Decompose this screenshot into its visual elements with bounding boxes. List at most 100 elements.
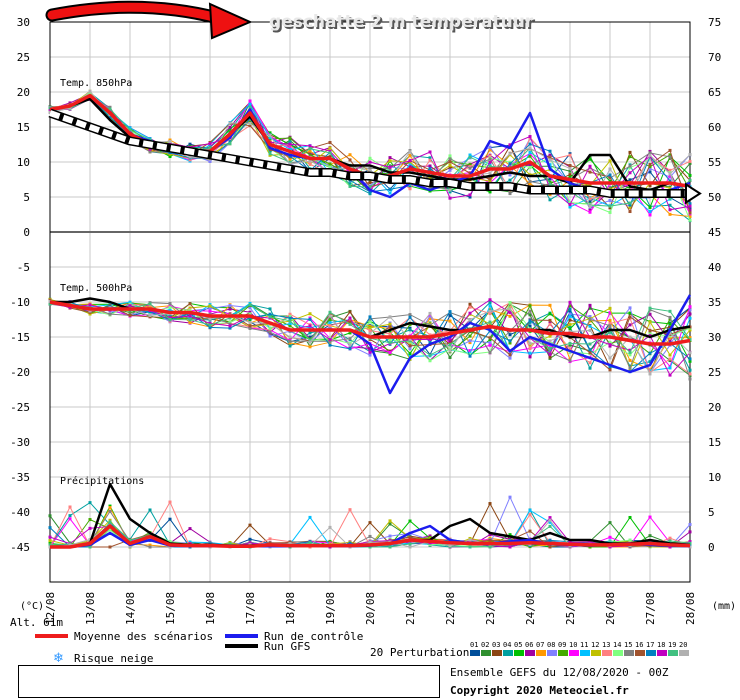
perturbation-point	[688, 522, 692, 526]
perturbation-point	[308, 345, 312, 349]
left-tick-label: 15	[17, 121, 30, 134]
perturbation-point	[68, 106, 72, 110]
perturbation-point	[448, 166, 452, 170]
perturbation-id-label: 04	[503, 641, 511, 649]
perturbation-point	[668, 179, 672, 183]
perturbation-id-label: 08	[547, 641, 555, 649]
perturbation-point	[608, 199, 612, 203]
perturbation-point	[488, 336, 492, 340]
perturbation-point	[528, 304, 532, 308]
perturbation-point	[648, 320, 652, 324]
perturbation-point	[568, 183, 572, 187]
legend-control-label: Run de contrôle	[264, 630, 363, 643]
date-tick-label: 12/08	[44, 592, 57, 625]
perturbation-point	[348, 316, 352, 320]
perturbation-point	[208, 309, 212, 313]
perturbation-point	[128, 304, 132, 308]
perturbation-point	[648, 162, 652, 166]
perturbation-swatch	[525, 650, 535, 656]
perturbation-point	[288, 312, 292, 316]
date-tick-label: 24/08	[524, 592, 537, 625]
perturbation-point	[168, 302, 172, 306]
perturbation-point	[568, 173, 572, 177]
perturbation-point	[608, 206, 612, 210]
left-unit-label: (°C)	[20, 601, 44, 612]
t500-panel-label: Temp. 500hPa	[60, 283, 132, 294]
perturbation-point	[568, 164, 572, 168]
perturbation-point	[168, 317, 172, 321]
perturbation-point	[488, 300, 492, 304]
perturbation-point	[328, 151, 332, 155]
perturbation-point	[388, 519, 392, 523]
perturbation-point	[148, 302, 152, 306]
perturbation-point	[488, 545, 492, 549]
perturbation-point	[568, 347, 572, 351]
perturbation-point	[588, 210, 592, 214]
perturbation-point	[608, 311, 612, 315]
perturbation-point	[208, 325, 212, 329]
legend-perturbations-label: 20 Perturbations	[370, 646, 476, 659]
perturbation-point	[688, 173, 692, 177]
perturbation-point	[648, 153, 652, 157]
perturbation-point	[468, 311, 472, 315]
perturbation-point	[168, 545, 172, 549]
perturbation-point	[688, 306, 692, 310]
perturbation-swatch	[536, 650, 546, 656]
perturbation-swatch	[657, 650, 667, 656]
perturbation-point	[528, 146, 532, 150]
perturbation-id-label: 18	[657, 641, 665, 649]
perturbation-point	[508, 162, 512, 166]
perturbation-point	[528, 343, 532, 347]
perturbation-id-label: 03	[492, 641, 500, 649]
perturbation-point	[448, 310, 452, 314]
perturbation-point	[348, 508, 352, 512]
perturbation-point	[528, 309, 532, 313]
perturbation-point	[508, 356, 512, 360]
perturbation-point	[228, 326, 232, 330]
perturbation-point	[408, 352, 412, 356]
perturbation-point	[588, 361, 592, 365]
perturbation-swatch	[547, 650, 557, 656]
date-tick-label: 17/08	[244, 592, 257, 625]
perturbation-point	[628, 150, 632, 154]
perturbation-point	[448, 188, 452, 192]
right-tick-label: 45	[708, 226, 721, 239]
perturbation-point	[468, 540, 472, 544]
perturbation-swatch	[602, 650, 612, 656]
perturbation-point	[368, 192, 372, 196]
perturbation-point	[648, 534, 652, 538]
perturbation-point	[248, 105, 252, 109]
date-tick-label: 23/08	[484, 592, 497, 625]
perturbation-point	[388, 338, 392, 342]
perturbation-point	[168, 517, 172, 521]
perturbation-point	[228, 128, 232, 132]
perturbation-point	[548, 198, 552, 202]
perturbation-point	[648, 312, 652, 316]
perturbation-point	[688, 338, 692, 342]
perturbation-point	[468, 334, 472, 338]
perturbation-point	[348, 310, 352, 314]
perturbation-point	[648, 369, 652, 373]
perturbation-point	[528, 324, 532, 328]
perturbation-point	[288, 319, 292, 323]
perturbation-point	[428, 323, 432, 327]
perturbation-point	[628, 311, 632, 315]
perturbation-point	[648, 205, 652, 209]
perturbation-id-label: 19	[668, 641, 676, 649]
perturbation-point	[568, 341, 572, 345]
perturbation-point	[488, 312, 492, 316]
perturbation-point	[168, 313, 172, 317]
perturbation-point	[308, 335, 312, 339]
perturbation-point	[448, 349, 452, 353]
perturbation-point	[408, 535, 412, 539]
perturbation-point	[348, 347, 352, 351]
perturbation-point	[468, 155, 472, 159]
perturbation-point	[308, 149, 312, 153]
perturbation-point	[508, 178, 512, 182]
perturbation-point	[308, 153, 312, 157]
perturbation-point	[448, 190, 452, 194]
perturbation-point	[608, 321, 612, 325]
perturbation-point	[408, 183, 412, 187]
perturbation-point	[168, 316, 172, 320]
copyright: Copyright 2020 Meteociel.fr	[450, 684, 629, 697]
